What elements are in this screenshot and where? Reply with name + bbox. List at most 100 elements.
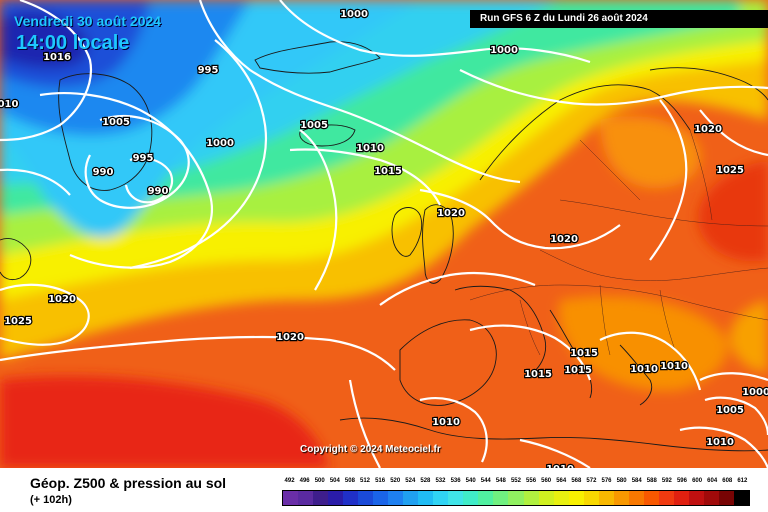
isobar-label: 1015 <box>524 369 552 380</box>
isobar-label: 1020 <box>276 332 304 343</box>
scale-tick-label: 532 <box>435 478 446 484</box>
isobar-lines <box>0 0 768 468</box>
isobar-label: 1025 <box>716 165 744 176</box>
isobar-label: 1005 <box>716 405 744 416</box>
scale-tick-label: 508 <box>344 478 355 484</box>
scale-swatch <box>433 491 449 505</box>
scale-tick-label: 596 <box>676 478 687 484</box>
scale-tick-label: 600 <box>692 478 703 484</box>
scale-swatch <box>583 491 599 505</box>
scale-tick-label: 568 <box>571 478 582 484</box>
isobar-label: 1015 <box>374 166 402 177</box>
scale-swatch <box>613 491 629 505</box>
scale-swatch <box>448 491 464 505</box>
isobar-label: 1010 <box>356 143 384 154</box>
scale-swatch <box>673 491 689 505</box>
scale-swatch <box>373 491 389 505</box>
scale-tick-label: 504 <box>329 478 340 484</box>
isobar-label: 1025 <box>4 316 32 327</box>
scale-tick-label: 560 <box>541 478 552 484</box>
weather-map: 1000 1000 995 1016 010 1005 1005 1000 1010 995 990… <box>0 0 768 468</box>
scale-swatch <box>718 491 734 505</box>
scale-tick-label: 540 <box>465 478 476 484</box>
legend-footer: Géop. Z500 & pression au sol (+ 102h) 49… <box>0 468 768 512</box>
scale-swatch <box>508 491 524 505</box>
geopotential-field <box>0 0 768 468</box>
scale-tick-label: 564 <box>556 478 567 484</box>
isobar-labels: 1000 1000 995 1016 010 1005 1005 1000 1010 995 990… <box>0 8 768 468</box>
scale-swatch <box>553 491 569 505</box>
isobar-label: 1010 <box>660 361 688 372</box>
isobar-label: 990 <box>148 186 169 197</box>
scale-tick-label: 496 <box>299 478 310 484</box>
scale-swatch <box>403 491 419 505</box>
scale-tick-label: 592 <box>661 478 672 484</box>
scale-tick-label: 492 <box>284 478 295 484</box>
scale-swatch <box>418 491 434 505</box>
scale-swatch <box>493 491 509 505</box>
scale-tick-label: 572 <box>586 478 597 484</box>
scale-swatch <box>598 491 614 505</box>
scale-swatch <box>313 491 329 505</box>
scale-swatch <box>523 491 539 505</box>
scale-tick-label: 512 <box>360 478 371 484</box>
scale-swatch <box>328 491 344 505</box>
isobar-label: 1020 <box>694 124 722 135</box>
scale-swatch <box>733 491 749 505</box>
scale-tick-label: 608 <box>722 478 733 484</box>
scale-swatch <box>463 491 479 505</box>
scale-tick-label: 552 <box>510 478 521 484</box>
scale-swatch <box>703 491 719 505</box>
isobar-label: 1010 <box>630 364 658 375</box>
scale-tick-label: 612 <box>737 478 748 484</box>
scale-swatch <box>628 491 644 505</box>
scale-tick-label: 500 <box>314 478 325 484</box>
isobar-label: 995 <box>133 153 154 164</box>
isobar-label: 1020 <box>437 208 465 219</box>
scale-swatch <box>688 491 704 505</box>
scale-tick-label: 604 <box>707 478 718 484</box>
isobar-label: 1010 <box>432 417 460 428</box>
isobar-label: 1015 <box>570 348 598 359</box>
scale-tick-label: 520 <box>390 478 401 484</box>
isobar-label: 1020 <box>550 234 578 245</box>
scale-swatch <box>478 491 494 505</box>
coastlines <box>0 41 768 452</box>
country-borders <box>469 129 768 356</box>
isobar-label: 1000 <box>340 9 368 20</box>
scale-tick-label: 536 <box>450 478 461 484</box>
scale-tick-label: 548 <box>495 478 506 484</box>
scale-swatch <box>538 491 554 505</box>
scale-ticks: 492 496 500 504 508 512 516 520 524 528 532 536 540 5… <box>282 478 750 488</box>
scale-tick-label: 544 <box>480 478 491 484</box>
isobar-label: 1016 <box>43 52 71 63</box>
isobar-label: 1010 <box>546 464 574 468</box>
isobar-label: 1000 <box>742 387 768 398</box>
scale-tick-label: 576 <box>601 478 612 484</box>
isobar-label: 990 <box>93 167 114 178</box>
scale-tick-label: 580 <box>616 478 627 484</box>
scale-swatch <box>283 491 299 505</box>
scale-swatch <box>388 491 404 505</box>
isobar-label: 1015 <box>564 365 592 376</box>
scale-swatch <box>343 491 359 505</box>
scale-tick-label: 588 <box>646 478 657 484</box>
scale-tick-label: 584 <box>631 478 642 484</box>
scale-bar <box>282 490 750 506</box>
isobar-label: 1005 <box>102 117 130 128</box>
valid-time: 14:00 locale <box>16 32 130 54</box>
scale-tick-label: 524 <box>405 478 416 484</box>
scale-swatch <box>658 491 674 505</box>
run-info: Run GFS 6 Z du Lundi 26 août 2024 <box>470 10 768 28</box>
isobar-label: 995 <box>198 65 219 76</box>
valid-date: Vendredi 30 août 2024 <box>14 13 162 29</box>
lead-time: (+ 102h) <box>30 494 72 506</box>
copyright: Copyright © 2024 Meteociel.fr <box>300 444 441 455</box>
isobar-label: 1010 <box>706 437 734 448</box>
isobar-label: 010 <box>0 99 18 110</box>
scale-tick-label: 516 <box>375 478 386 484</box>
scale-swatch <box>358 491 374 505</box>
scale-tick-label: 556 <box>526 478 537 484</box>
isobar-label: 1005 <box>300 120 328 131</box>
